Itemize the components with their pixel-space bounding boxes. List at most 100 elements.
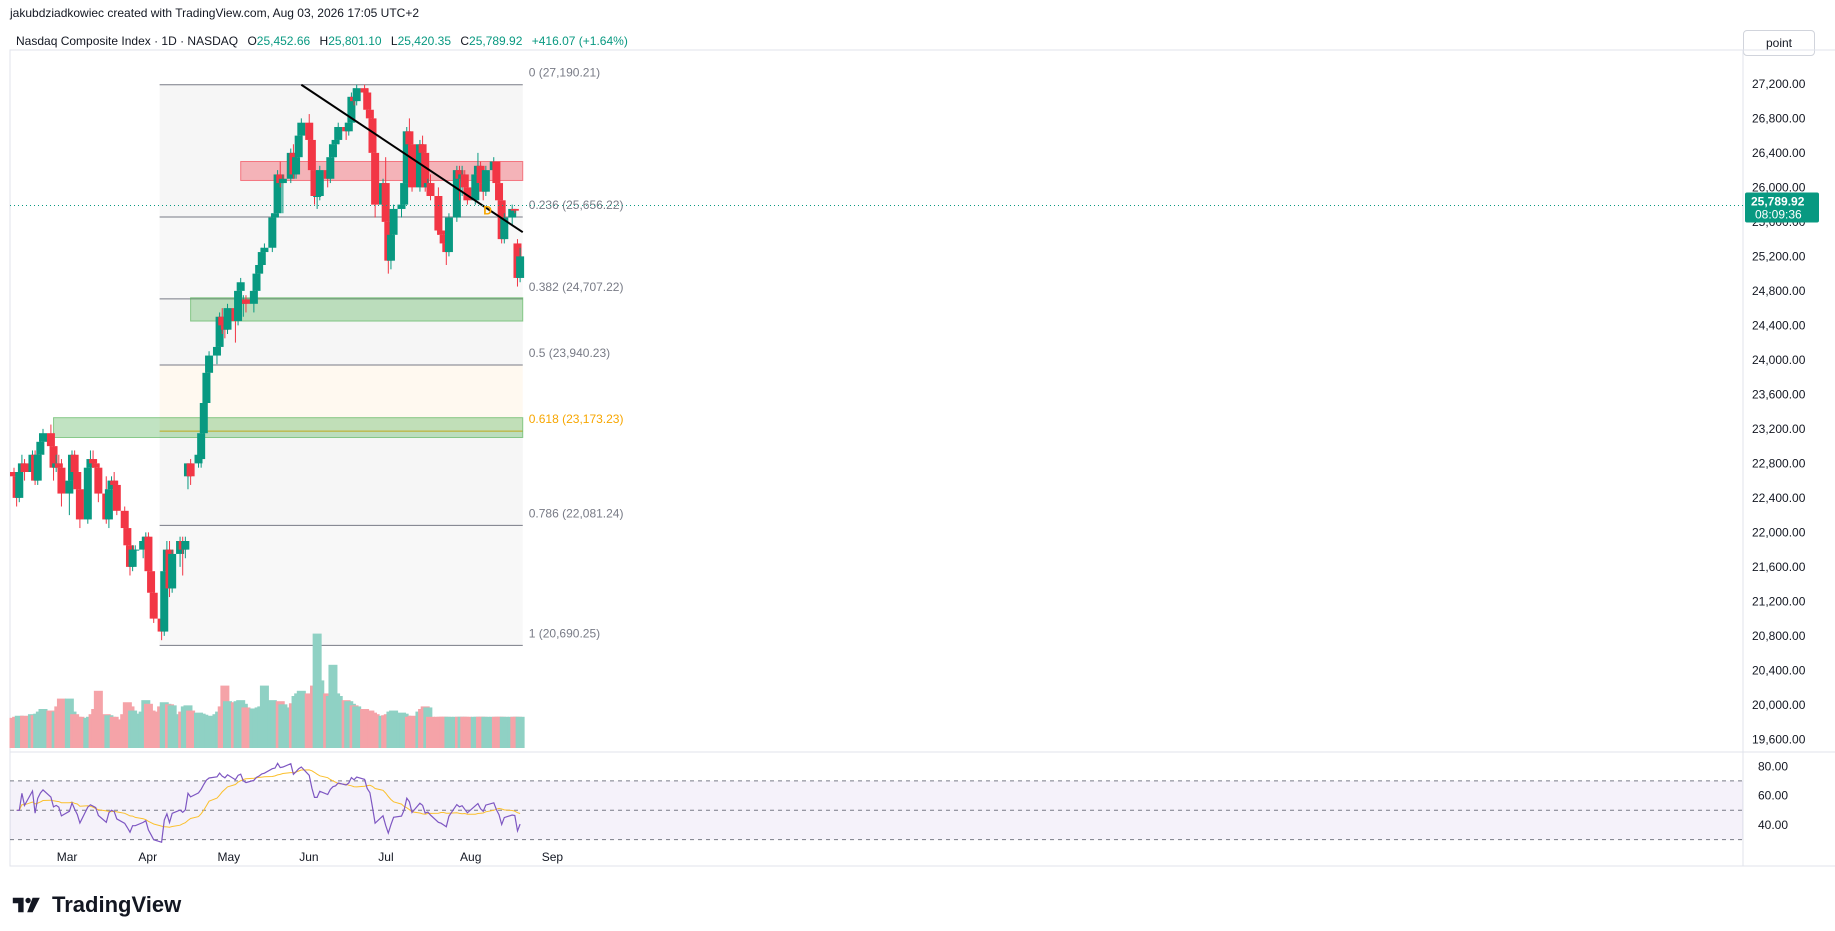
volume-bar	[278, 704, 288, 748]
candle-body	[83, 467, 92, 520]
candle-body	[128, 549, 137, 567]
candle-body	[315, 170, 324, 196]
volume-bar	[481, 716, 491, 748]
volume-bar	[75, 716, 85, 748]
rsi-tick-label: 60.00	[1758, 789, 1788, 803]
y-tick-label: 22,000.00	[1752, 525, 1806, 539]
volume-bar	[462, 716, 472, 748]
fib-band	[159, 365, 523, 432]
last-price-badge	[1745, 192, 1819, 223]
candle-body	[421, 152, 430, 188]
close-value: 25,789.92	[469, 34, 523, 48]
fib-band	[159, 431, 523, 526]
candle-body	[278, 178, 287, 184]
candle-body	[397, 204, 406, 209]
volume-bar	[444, 716, 454, 748]
candle-body	[386, 234, 395, 261]
y-tick-label: 22,800.00	[1752, 456, 1806, 470]
x-tick-label: Jun	[299, 850, 318, 864]
countdown-value: 08:09:36	[1755, 207, 1802, 221]
candle-body	[33, 454, 42, 481]
y-tick-label: 23,600.00	[1752, 387, 1806, 401]
support-zone-1	[190, 297, 524, 322]
volume-bar	[93, 690, 103, 748]
y-tick-label: 25,200.00	[1752, 249, 1806, 263]
candle-body	[310, 170, 319, 196]
candle-body	[54, 463, 63, 468]
candle-body	[460, 174, 469, 188]
volume-bar	[499, 716, 509, 748]
fib-label-1: 1 (20,690.25)	[529, 626, 600, 640]
candle-body	[476, 165, 485, 184]
candle-body	[260, 247, 269, 253]
volume-bar	[56, 698, 66, 748]
y-tick-label: 26,400.00	[1752, 146, 1806, 160]
candle-body	[273, 174, 282, 214]
point-button[interactable]: point	[1743, 30, 1815, 56]
candle-body	[292, 157, 301, 175]
close-label: C	[460, 34, 470, 48]
candle-body	[405, 131, 414, 145]
candle-body	[181, 541, 190, 550]
volume-bar	[241, 707, 251, 748]
candle-body	[510, 208, 519, 211]
volume-bar	[389, 710, 399, 748]
candle-body	[20, 463, 29, 472]
candle-body	[270, 213, 279, 218]
support-zone-2	[53, 417, 524, 439]
x-tick-label: Aug	[460, 850, 481, 864]
y-tick-label: 20,000.00	[1752, 698, 1806, 712]
candle-body	[120, 510, 129, 529]
candle-body	[368, 118, 377, 153]
candle-body	[307, 139, 316, 171]
y-tick-label: 20,400.00	[1752, 663, 1806, 677]
volume-bar	[149, 711, 159, 748]
volume-bar	[515, 716, 525, 748]
y-tick-label: 20,800.00	[1752, 629, 1806, 643]
candle-body	[215, 316, 224, 347]
candle-body	[91, 463, 100, 468]
candle-body	[402, 131, 411, 184]
drawing-marker: D	[483, 203, 492, 217]
fib-label-0.786: 0.786 (22,081.24)	[529, 506, 624, 520]
high-value: 25,801.10	[328, 34, 382, 48]
change-value: +416.07 (+1.64%)	[531, 34, 628, 48]
candle-body	[437, 230, 446, 235]
candle-body	[360, 88, 369, 93]
candle-body	[234, 290, 243, 322]
candle-body	[439, 234, 448, 244]
candle-body	[223, 308, 232, 330]
candle-body	[49, 446, 58, 468]
candle-body	[110, 480, 119, 485]
volume-bar	[259, 685, 269, 748]
y-tick-label: 24,400.00	[1752, 318, 1806, 332]
candle-body	[38, 433, 47, 442]
high-label: H	[319, 34, 329, 48]
rsi-tick-label: 40.00	[1758, 818, 1788, 832]
candle-body	[36, 441, 45, 455]
candle-body	[415, 144, 424, 188]
volume-bar	[352, 706, 362, 748]
x-tick-label: Sep	[542, 850, 564, 864]
y-tick-label: 27,200.00	[1752, 77, 1806, 91]
x-tick-label: May	[218, 850, 241, 864]
candle-body	[363, 92, 372, 110]
brand-name: TradingView	[52, 892, 182, 917]
y-tick-label: 26,800.00	[1752, 111, 1806, 125]
candle-body	[452, 170, 461, 218]
candle-body	[15, 472, 24, 498]
volume-bar	[370, 714, 380, 748]
fib-label-0.618: 0.618 (23,173.23)	[529, 412, 624, 426]
last-price-value: 25,789.92	[1751, 194, 1805, 208]
candle-body	[516, 256, 525, 278]
candle-body	[495, 183, 504, 201]
candle-body	[328, 144, 337, 158]
candle-body	[199, 403, 208, 434]
candle-body	[147, 571, 156, 593]
candle-body	[46, 433, 55, 447]
candle-body	[508, 208, 517, 218]
volume-bar	[296, 690, 306, 748]
symbol-title: Nasdaq Composite Index · 1D · NASDAQ	[16, 34, 239, 48]
candle-body	[205, 355, 214, 373]
